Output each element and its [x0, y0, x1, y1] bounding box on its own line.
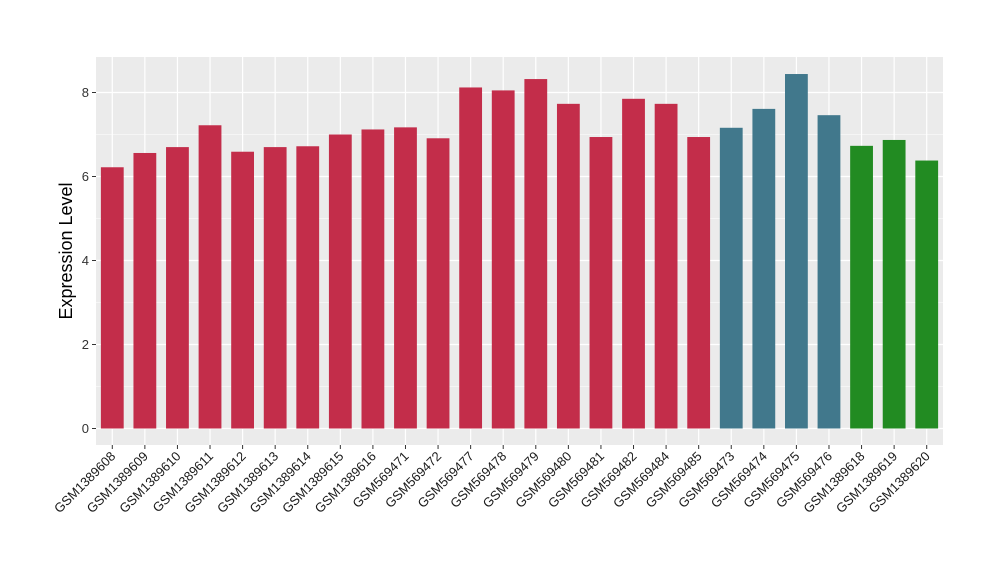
bar-gsm1389610	[166, 147, 189, 429]
y-tick-label: 4	[82, 253, 89, 268]
bars	[100, 74, 939, 429]
bar-gsm1389615	[328, 134, 352, 429]
y-axis-label: Expression Level	[56, 182, 76, 319]
bar-gsm1389614	[296, 146, 320, 429]
bar-gsm569485	[687, 137, 711, 429]
y-tick-label: 0	[82, 421, 89, 436]
bar-gsm1389608	[100, 167, 124, 429]
bar-gsm569474	[752, 108, 776, 429]
bar-gsm569480	[556, 103, 580, 429]
bar-gsm569484	[654, 103, 678, 429]
bar-gsm1389612	[231, 151, 254, 429]
bar-gsm569471	[394, 127, 417, 429]
y-tick-label: 2	[82, 337, 89, 352]
bar-gsm1389619	[882, 139, 906, 429]
bar-gsm569482	[622, 98, 645, 429]
bar-gsm569481	[589, 137, 613, 429]
bar-gsm1389609	[133, 152, 157, 429]
y-axis: 0 2 4 6 8	[82, 85, 96, 436]
bar-gsm569476	[817, 115, 841, 429]
bar-gsm1389611	[198, 125, 222, 429]
bar-gsm569475	[785, 74, 808, 429]
bar-gsm1389620	[915, 160, 939, 429]
bar-gsm1389616	[361, 129, 385, 429]
bar-gsm569472	[426, 138, 450, 429]
y-tick-label: 6	[82, 169, 89, 184]
y-tick-label: 8	[82, 85, 89, 100]
bar-gsm569479	[524, 79, 548, 429]
bar-gsm569473	[719, 127, 743, 429]
bar-gsm1389618	[850, 145, 873, 429]
bar-gsm569477	[459, 87, 483, 429]
x-axis: GSM1389608GSM1389609GSM1389610GSM1389611…	[51, 445, 933, 516]
bar-gsm569478	[491, 90, 515, 429]
bar-gsm1389613	[263, 147, 287, 429]
